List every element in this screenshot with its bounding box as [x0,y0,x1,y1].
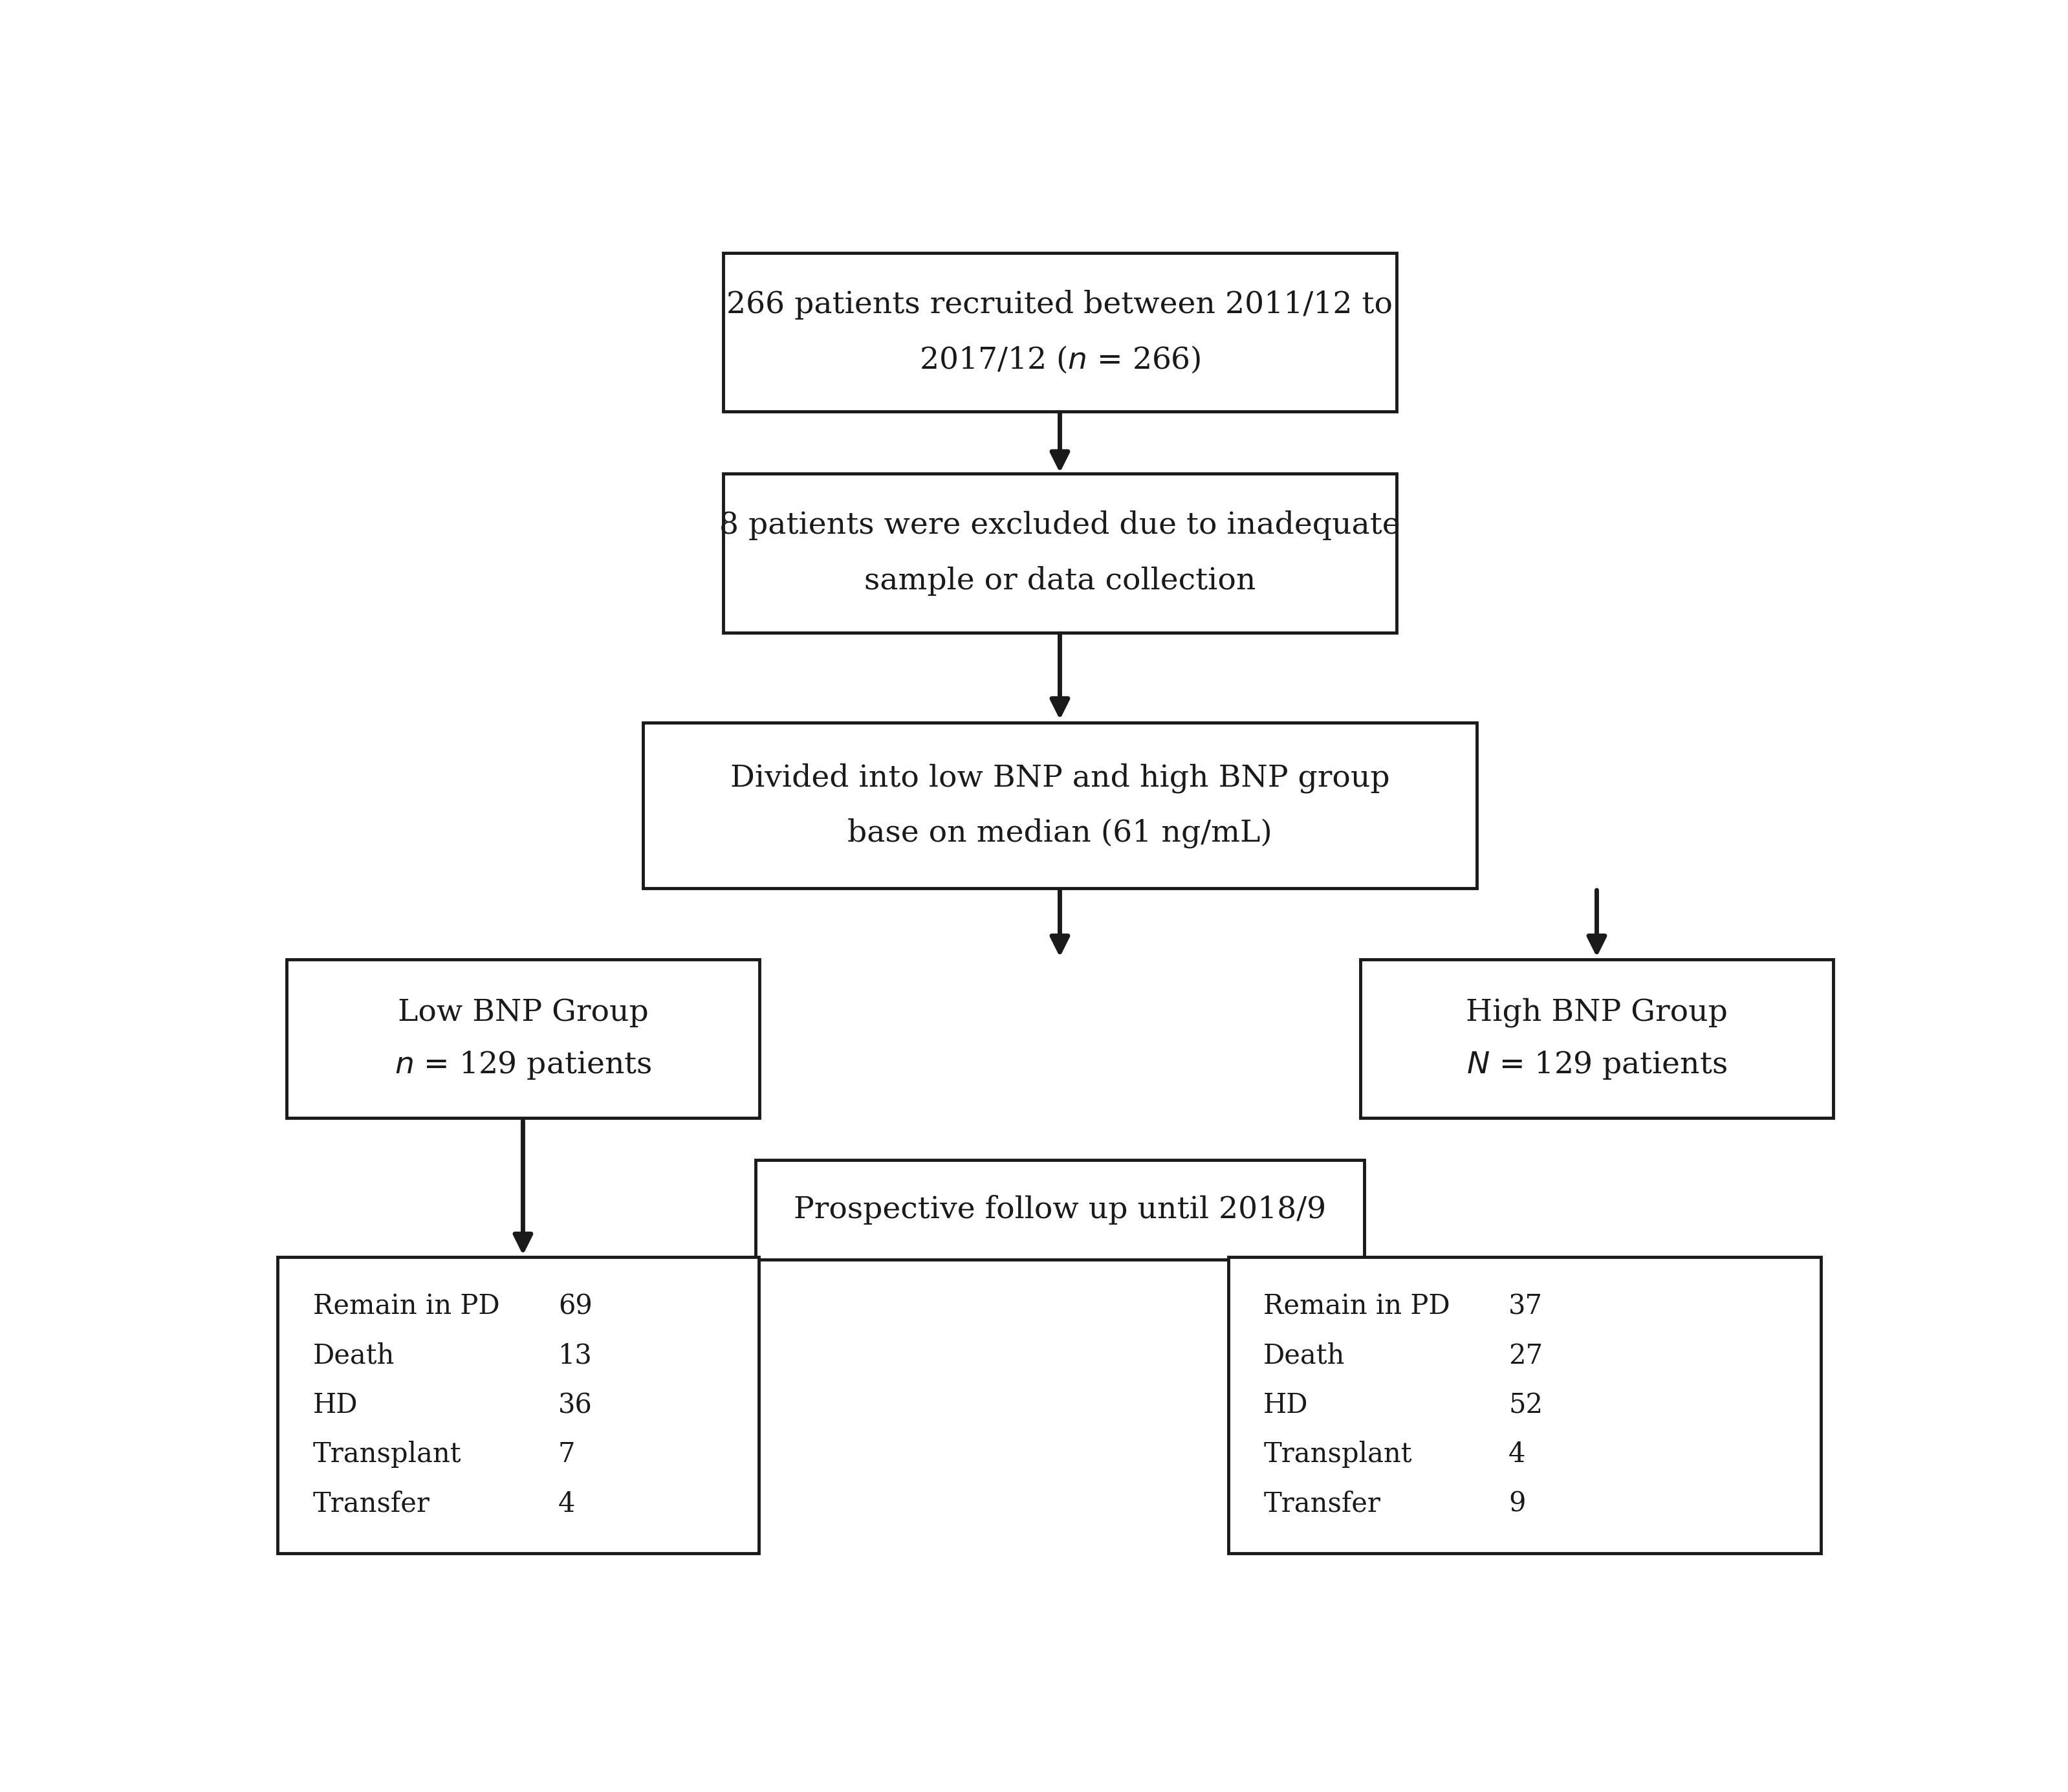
Text: 37: 37 [1510,1292,1543,1321]
Text: base on median (61 ng/mL): base on median (61 ng/mL) [848,819,1272,848]
Text: Transfer: Transfer [312,1491,430,1518]
FancyBboxPatch shape [724,253,1396,412]
Text: 36: 36 [558,1392,591,1419]
Text: HD: HD [312,1392,358,1419]
Text: 4: 4 [1510,1441,1526,1468]
Text: 266 patients recruited between 2011/12 to: 266 patients recruited between 2011/12 t… [726,290,1394,319]
Text: 69: 69 [558,1292,591,1321]
Text: HD: HD [1264,1392,1309,1419]
Text: $\mathit{N}$ = 129 patients: $\mathit{N}$ = 129 patients [1466,1048,1727,1081]
Text: Prospective follow up until 2018/9: Prospective follow up until 2018/9 [794,1195,1326,1224]
Text: 7: 7 [558,1441,575,1468]
Text: 9: 9 [1510,1491,1526,1518]
Text: Low BNP Group: Low BNP Group [397,998,649,1027]
Text: $\mathit{n}$ = 129 patients: $\mathit{n}$ = 129 patients [395,1048,651,1081]
FancyBboxPatch shape [724,473,1396,633]
Text: Death: Death [312,1342,395,1369]
FancyBboxPatch shape [643,722,1477,889]
Text: sample or data collection: sample or data collection [864,566,1255,595]
Text: Remain in PD: Remain in PD [1264,1292,1450,1321]
Text: Transplant: Transplant [312,1441,461,1468]
FancyBboxPatch shape [1361,959,1832,1118]
Text: Death: Death [1264,1342,1344,1369]
Text: High BNP Group: High BNP Group [1466,998,1727,1027]
FancyBboxPatch shape [1228,1256,1822,1554]
Text: 13: 13 [558,1342,591,1369]
Text: 52: 52 [1510,1392,1543,1419]
Text: Remain in PD: Remain in PD [312,1292,500,1321]
Text: 4: 4 [558,1491,575,1518]
FancyBboxPatch shape [277,1256,759,1554]
FancyBboxPatch shape [287,959,759,1118]
Text: Transplant: Transplant [1264,1441,1412,1468]
Text: Transfer: Transfer [1264,1491,1381,1518]
FancyBboxPatch shape [755,1159,1365,1260]
Text: 27: 27 [1510,1342,1543,1369]
Text: 2017/12 ($\mathit{n}$ = 266): 2017/12 ($\mathit{n}$ = 266) [918,344,1202,375]
Text: Divided into low BNP and high BNP group: Divided into low BNP and high BNP group [730,763,1390,794]
Text: 8 patients were excluded due to inadequate: 8 patients were excluded due to inadequa… [720,511,1400,541]
